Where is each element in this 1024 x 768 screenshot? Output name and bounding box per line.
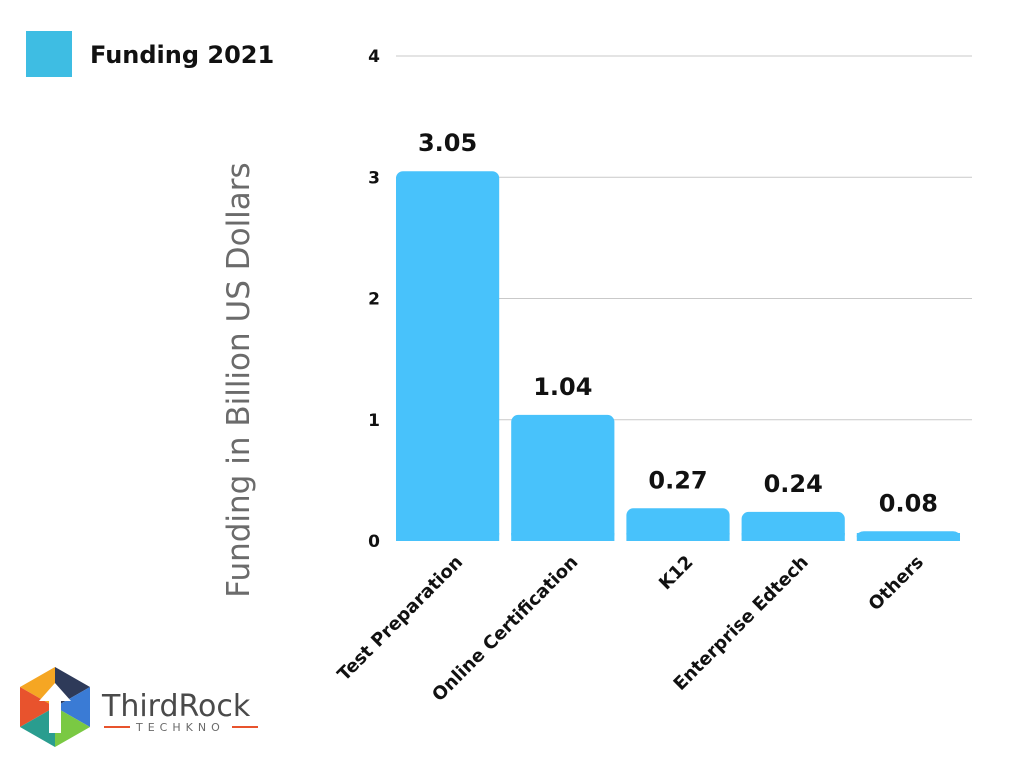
bar — [626, 508, 730, 541]
data-label: 0.27 — [648, 466, 707, 494]
bar — [396, 171, 500, 541]
data-label: 0.08 — [879, 489, 938, 517]
y-tick-label: 1 — [368, 411, 380, 431]
bar-base — [396, 533, 500, 541]
data-label: 3.05 — [418, 129, 477, 157]
category-label: Others — [865, 552, 928, 615]
category-label: Test Preparation — [334, 552, 468, 686]
y-axis-label: Funding in Billion US Dollars — [221, 162, 257, 597]
legend-swatch — [26, 31, 72, 77]
category-label: K12 — [655, 552, 697, 594]
logo-wordmark: ThirdRock — [101, 689, 251, 724]
y-tick-label: 0 — [368, 532, 380, 552]
data-labels: 3.05 1.04 0.27 0.24 0.08 — [418, 129, 938, 517]
data-label: 1.04 — [533, 373, 592, 401]
legend-label: Funding 2021 — [90, 41, 274, 69]
y-tick-label: 4 — [368, 47, 380, 67]
y-tick-label: 2 — [368, 290, 380, 310]
logo-subtitle: TECHKNO — [135, 721, 225, 734]
category-label: Enterprise Edtech — [670, 552, 813, 695]
bar-base — [511, 533, 615, 541]
data-label: 0.24 — [764, 470, 823, 498]
y-axis-ticks: 0 1 2 3 4 — [368, 47, 380, 552]
bar-base — [856, 533, 960, 541]
bar-base — [626, 533, 730, 541]
y-tick-label: 3 — [368, 168, 380, 188]
bars — [396, 171, 960, 541]
logo-mark-icon — [20, 667, 90, 747]
thirdrock-logo: ThirdRock TECHKNO — [20, 667, 258, 747]
bar-base — [741, 533, 845, 541]
legend: Funding 2021 — [26, 31, 274, 77]
bar — [511, 414, 615, 541]
